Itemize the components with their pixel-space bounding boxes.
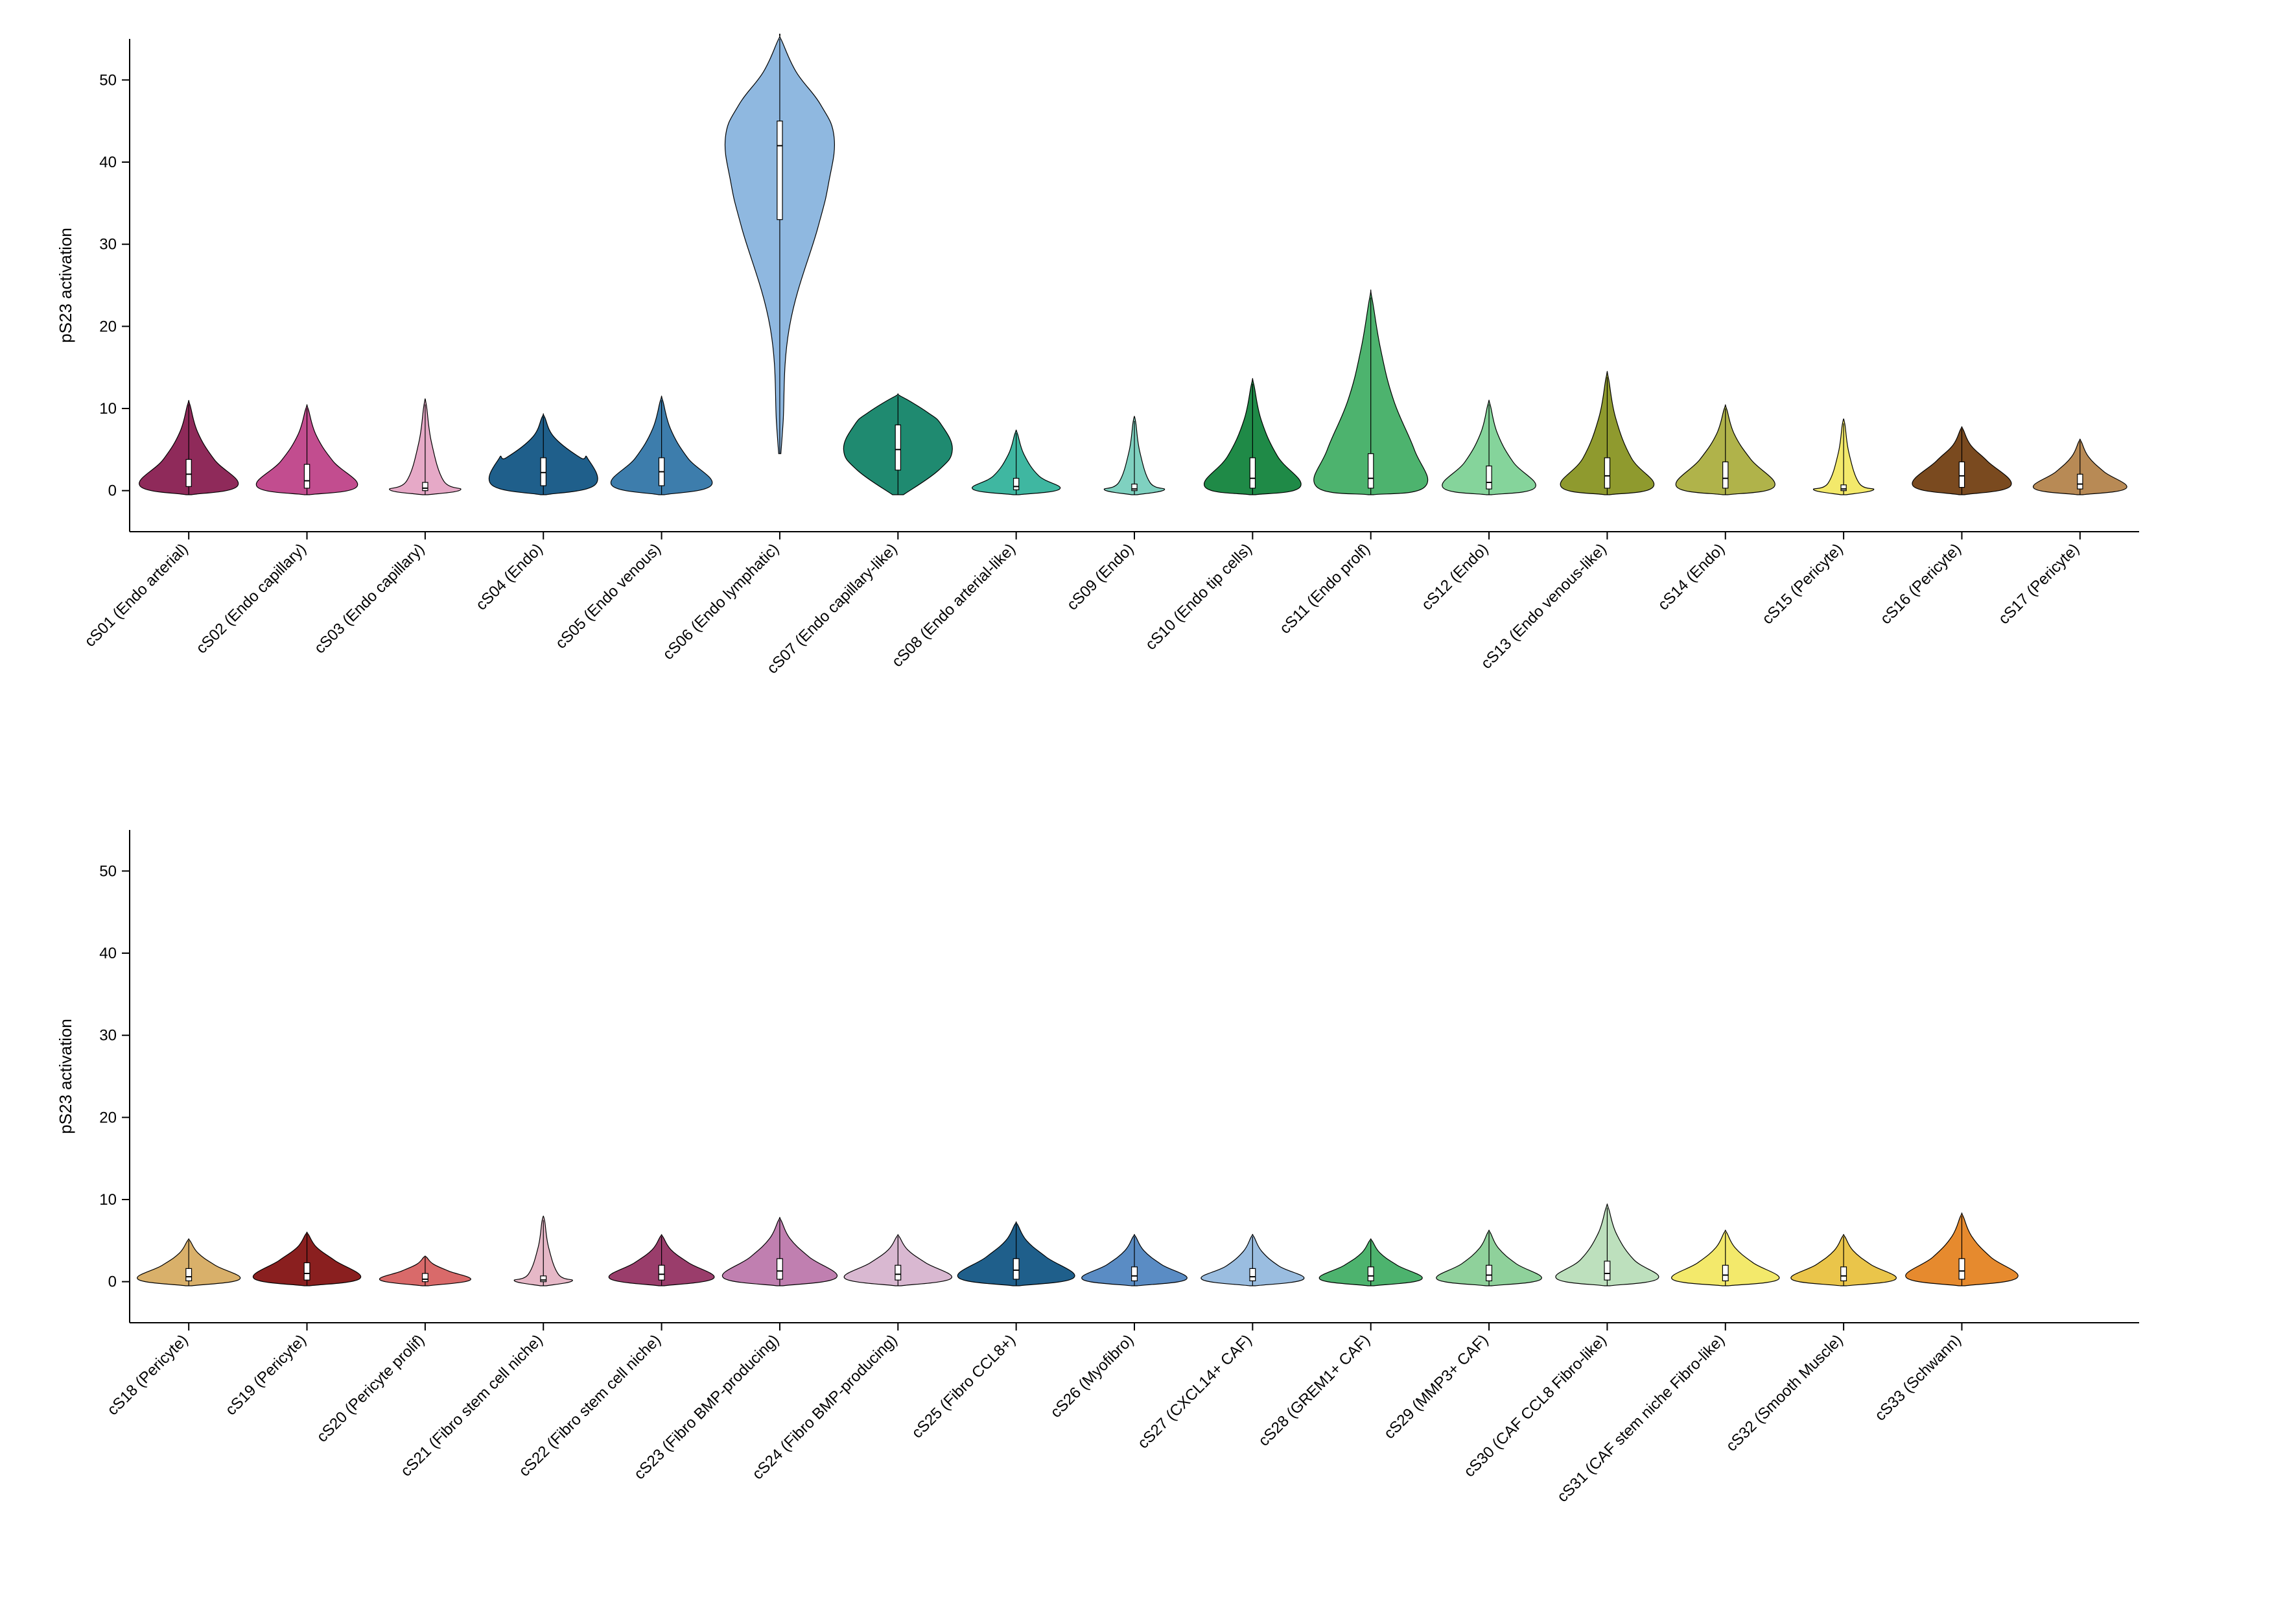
category-label: cS20 (Pericyte prolif) [314, 1331, 428, 1446]
y-tick-label: 20 [99, 1109, 117, 1126]
box [1486, 466, 1492, 489]
box [1250, 1268, 1256, 1281]
y-tick-label: 0 [108, 482, 117, 500]
box [777, 1259, 783, 1279]
y-tick-label: 50 [99, 862, 117, 880]
category-label: cS05 (Endo venous) [552, 540, 664, 652]
y-tick-label: 50 [99, 71, 117, 89]
box [304, 464, 309, 488]
category-label: cS01 (Endo arterial) [81, 540, 191, 650]
box [423, 1273, 428, 1282]
y-tick-label: 0 [108, 1273, 117, 1291]
box [1132, 484, 1137, 491]
y-axis-label: pS23 activation [56, 1019, 75, 1134]
box [541, 1276, 546, 1282]
category-label: cS26 (Myofibro) [1047, 1331, 1137, 1421]
category-label: cS14 (Endo) [1655, 540, 1728, 613]
category-label: cS08 (Endo arterial-like) [889, 540, 1019, 670]
category-label: cS33 (Schwann) [1871, 1331, 1965, 1425]
y-tick-label: 40 [99, 154, 117, 171]
y-tick-label: 20 [99, 318, 117, 335]
violin-chart: 0 10 20 30 40 50 pS23 activation cS01 (Endo art… [0, 0, 2296, 1621]
box [1959, 462, 1964, 487]
category-label: cS12 (Endo) [1418, 540, 1492, 613]
box [777, 121, 782, 220]
category-label: cS32 (Smooth Muscle) [1723, 1331, 1847, 1455]
box [895, 425, 900, 470]
category-label: cS11 (Endo prolf) [1276, 540, 1374, 637]
box [541, 458, 546, 486]
category-label: cS06 (Endo lymphatic) [659, 540, 782, 663]
category-label: cS07 (Endo capillary-like) [764, 540, 901, 678]
box [1959, 1259, 1965, 1279]
category-label: cS19 (Pericyte) [222, 1331, 310, 1419]
box [659, 1265, 664, 1280]
box [895, 1265, 901, 1280]
box [1723, 462, 1728, 488]
category-label: cS02 (Endo capillary) [193, 540, 309, 657]
category-label: cS16 (Pericyte) [1877, 540, 1965, 628]
box [1841, 485, 1846, 491]
panel: 0 10 20 30 40 50 pS23 activation cS01 (Endo art… [56, 34, 2139, 677]
box [304, 1263, 310, 1281]
category-label: cS22 (Fibro stem cell niche) [515, 1331, 664, 1480]
box [1368, 454, 1374, 488]
y-tick-label: 30 [99, 236, 117, 254]
category-label: cS28 (GREM1+ CAF) [1255, 1331, 1374, 1450]
box [1014, 479, 1019, 490]
category-label: cS09 (Endo) [1064, 540, 1137, 613]
category-label: cS13 (Endo venous-like) [1478, 540, 1610, 672]
box [2078, 474, 2083, 489]
y-tick-label: 10 [99, 1191, 117, 1209]
category-label: cS29 (MMP3+ CAF) [1381, 1331, 1492, 1442]
box [423, 482, 428, 491]
category-label: cS15 (Pericyte) [1759, 540, 1846, 628]
box [1486, 1265, 1492, 1281]
category-label: cS10 (Endo tip cells) [1142, 540, 1256, 654]
box [1013, 1259, 1019, 1279]
category-label: cS25 (Fibro CCL8+) [908, 1331, 1018, 1441]
y-tick-label: 40 [99, 945, 117, 962]
box [1604, 1261, 1610, 1280]
category-label: cS04 (Endo) [473, 540, 546, 613]
y-tick-label: 30 [99, 1027, 117, 1045]
box [1722, 1265, 1728, 1281]
box [1250, 458, 1255, 488]
category-label: cS17 (Pericyte) [1995, 540, 2083, 628]
box [1368, 1267, 1374, 1281]
category-label: cS03 (Endo capillary) [311, 540, 428, 657]
category-label: cS27 (CXCL14+ CAF) [1134, 1331, 1256, 1452]
category-label: cS21 (Fibro stem cell niche) [397, 1331, 546, 1480]
box [186, 460, 191, 487]
box [1604, 458, 1610, 488]
y-tick-label: 10 [99, 400, 117, 418]
box [1841, 1267, 1847, 1281]
category-label: cS18 (Pericyte) [104, 1331, 191, 1419]
box [1132, 1267, 1138, 1281]
y-axis-label: pS23 activation [56, 228, 75, 343]
category-label: cS30 (CAF CCL8 Fibro-like) [1460, 1331, 1610, 1480]
box [186, 1268, 192, 1281]
panel: 0 10 20 30 40 50 pS23 activation cS18 (Pericyte… [56, 830, 2139, 1506]
